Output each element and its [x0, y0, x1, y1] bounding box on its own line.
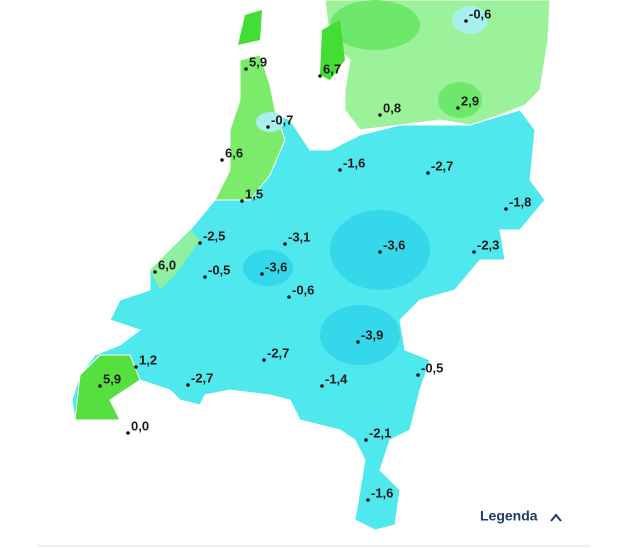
- value-labels: -0,6 5,9 6,7 0,8 2,9 -0,7 6,6 -1,6 -2,7 1,5 -1,8 -2…: [98, 6, 531, 502]
- station-dot: [318, 74, 322, 78]
- station-dot: [240, 199, 244, 203]
- station-dot: [98, 384, 102, 388]
- station-value: 2,9: [461, 93, 479, 108]
- station-dot: [504, 207, 508, 211]
- west-region: [214, 54, 286, 201]
- station-dot: [153, 270, 157, 274]
- station-value: 6,6: [225, 145, 243, 160]
- station-value: -2,3: [477, 237, 499, 252]
- station-dot: [426, 171, 430, 175]
- station-dot: [198, 241, 202, 245]
- station-value: 1,5: [245, 186, 263, 201]
- station-value: -2,7: [267, 345, 289, 360]
- station-dot: [244, 67, 248, 71]
- station-value: -0,5: [421, 360, 443, 375]
- cold-zone: [320, 305, 400, 365]
- map: [71, 0, 551, 531]
- station-dot: [220, 158, 224, 162]
- station-dot: [266, 125, 270, 129]
- station-dot: [126, 431, 130, 435]
- station-value: 6,0: [158, 257, 176, 272]
- station-dot: [472, 250, 476, 254]
- cold-zone: [330, 210, 430, 290]
- station-value: -1,8: [509, 194, 531, 209]
- station-dot: [186, 383, 190, 387]
- station-value: -3,6: [265, 259, 287, 274]
- warm-zone: [438, 82, 482, 118]
- station-value: 5,9: [249, 54, 267, 69]
- station-dot: [320, 384, 324, 388]
- station-dot: [338, 168, 342, 172]
- island: [238, 10, 262, 45]
- station-value: -1,6: [371, 485, 393, 500]
- station-value: -1,4: [325, 371, 348, 386]
- cold-zone: [243, 250, 293, 286]
- station-dot: [378, 113, 382, 117]
- cool-zone: [452, 6, 488, 34]
- station-dot: [356, 340, 360, 344]
- station-value: -1,6: [343, 155, 365, 170]
- legend-caret[interactable]: [550, 513, 562, 522]
- station-dot: [203, 275, 207, 279]
- warm-zone: [330, 0, 420, 50]
- station-dot: [456, 106, 460, 110]
- station-value: -0,7: [271, 112, 293, 127]
- cool-zone: [256, 112, 284, 132]
- island: [320, 20, 345, 80]
- station-value: 5,9: [103, 371, 121, 386]
- station-value: 0,8: [383, 100, 401, 115]
- coast-strip: [150, 230, 200, 290]
- station-dot: [283, 242, 287, 246]
- station-value: 1,2: [139, 352, 157, 367]
- station-value: 0,0: [131, 418, 149, 433]
- station-value: -0,6: [292, 282, 314, 297]
- legend-toggle[interactable]: Legenda: [480, 508, 538, 524]
- station-value: -3,1: [288, 229, 310, 244]
- station-dot: [262, 358, 266, 362]
- station-value: -0,6: [469, 6, 491, 21]
- station-value: 6,7: [323, 61, 341, 76]
- station-value: -0,5: [208, 262, 230, 277]
- station-value: -2,7: [191, 370, 213, 385]
- station-value: -2,1: [369, 425, 391, 440]
- station-dot: [260, 272, 264, 276]
- station-value: -2,5: [203, 228, 225, 243]
- station-dot: [134, 365, 138, 369]
- station-dot: [464, 19, 468, 23]
- station-dot: [366, 498, 370, 502]
- station-dot: [364, 438, 368, 442]
- station-dot: [287, 295, 291, 299]
- station-value: -3,6: [383, 237, 405, 252]
- station-dot: [378, 250, 382, 254]
- station-value: -3,9: [361, 327, 383, 342]
- south-west-region: [74, 354, 141, 421]
- station-value: -2,7: [431, 158, 453, 173]
- station-dot: [416, 373, 420, 377]
